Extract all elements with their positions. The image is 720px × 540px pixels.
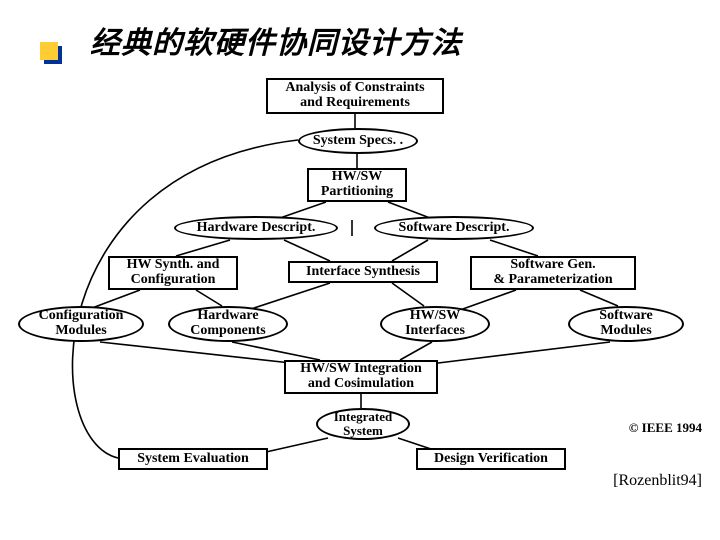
node-swdesc: Software Descript. [374, 216, 534, 240]
node-hwcomp: HardwareComponents [168, 306, 288, 342]
node-intsys: IntegratedSystem [316, 408, 410, 440]
node-cfgmod: ConfigurationModules [18, 306, 144, 342]
node-ifsynth: Interface Synthesis [288, 261, 438, 283]
copyright-text: © IEEE 1994 [629, 420, 702, 436]
slide-title: 经典的软硬件协同设计方法 [90, 27, 462, 60]
slide-title-wrap: 经典的软硬件协同设计方法 [0, 18, 720, 62]
node-hwsynth: HW Synth. andConfiguration [108, 256, 238, 290]
node-specs: System Specs. . [298, 128, 418, 154]
title-bullet-icon [38, 40, 64, 66]
node-analysis: Analysis of Constraintsand Requirements [266, 78, 444, 114]
node-hwdesc: Hardware Descript. [174, 216, 338, 240]
node-partition: HW/SWPartitioning [307, 168, 407, 202]
node-hwswif: HW/SWInterfaces [380, 306, 490, 342]
node-desver: Design Verification [416, 448, 566, 470]
citation-text: [Rozenblit94] [613, 472, 702, 490]
node-swgen: Software Gen.& Parameterization [470, 256, 636, 290]
node-swmod: SoftwareModules [568, 306, 684, 342]
node-integ: HW/SW Integrationand Cosimulation [284, 360, 438, 394]
node-syseval: System Evaluation [118, 448, 268, 470]
